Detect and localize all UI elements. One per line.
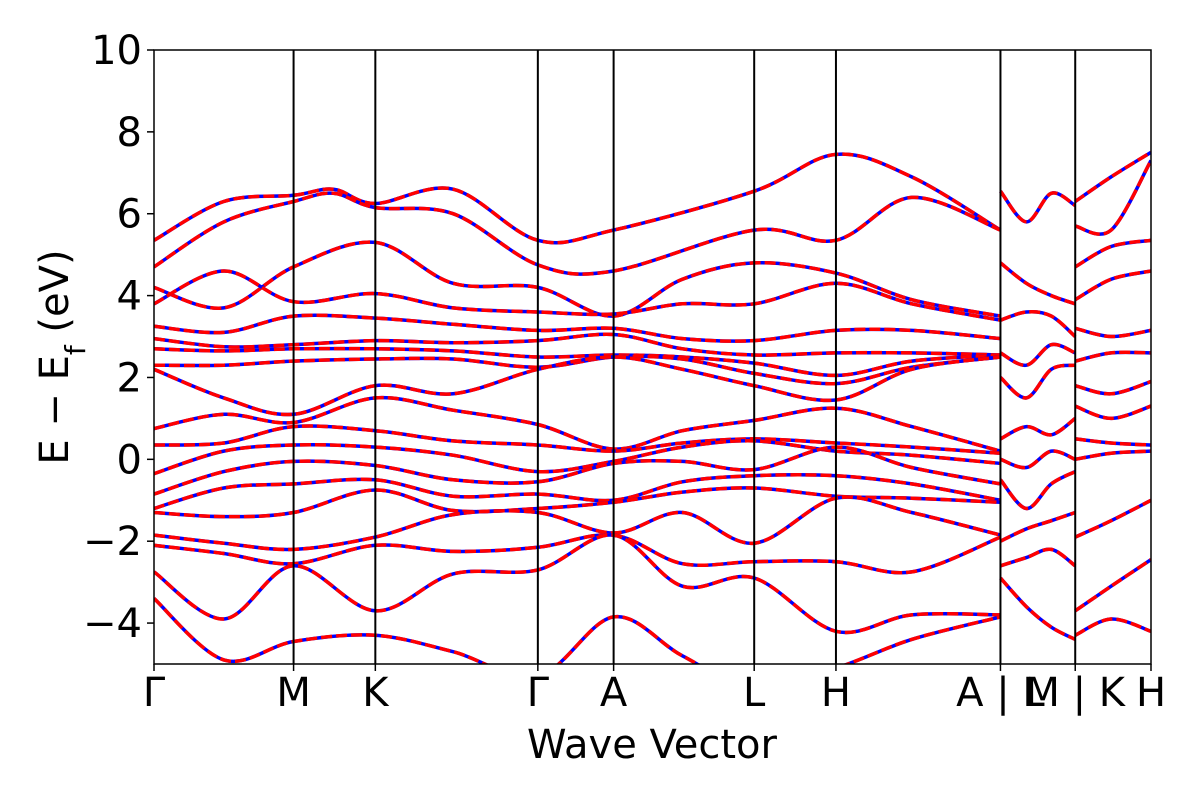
y-tick-label-2: 6 xyxy=(117,192,142,238)
y-tick-label-5: 0 xyxy=(117,437,142,483)
band-line-red-33 xyxy=(1074,269,1151,302)
band-line-red-40 xyxy=(1074,498,1151,539)
band-line-red-2 xyxy=(154,240,1001,318)
band-line-blue-32 xyxy=(1074,238,1151,269)
y-tick-label-3: 4 xyxy=(117,274,142,320)
x-tick-label-9: H xyxy=(1136,670,1166,716)
band-line-red-18 xyxy=(154,597,1001,664)
band-line-red-39 xyxy=(1074,449,1151,462)
band-line-blue-24 xyxy=(999,416,1077,441)
band-line-red-19 xyxy=(999,190,1077,224)
band-line-red-42 xyxy=(1074,617,1151,637)
band-line-red-0 xyxy=(154,152,1002,245)
band-line-red-21 xyxy=(999,310,1077,338)
band-line-red-20 xyxy=(999,261,1076,306)
band-line-red-32 xyxy=(1074,238,1151,269)
x-tick-label-1: M xyxy=(276,670,311,716)
band-line-red-6 xyxy=(154,346,1001,378)
y-tick-label-0: 10 xyxy=(91,28,142,74)
band-line-blue-8 xyxy=(154,355,1001,417)
band-line-red-31 xyxy=(1074,159,1151,236)
band-line-red-36 xyxy=(1074,379,1151,396)
y-axis-title-main: E − E xyxy=(32,355,78,465)
band-line-red-3 xyxy=(154,269,1001,322)
y-tick-label-4: 2 xyxy=(117,355,142,401)
y-tick-label-7: −4 xyxy=(83,601,142,647)
band-line-red-23 xyxy=(999,363,1076,400)
band-line-blue-31 xyxy=(1074,159,1151,236)
band-line-red-28 xyxy=(999,547,1077,568)
plot-frame xyxy=(153,49,1152,665)
band-line-red-34 xyxy=(1074,326,1151,339)
y-tick-label-6: −2 xyxy=(83,519,142,565)
x-tick-label-8: M | K xyxy=(1025,670,1126,716)
x-axis-title: Wave Vector xyxy=(527,722,778,768)
kpoint-lines xyxy=(292,50,1077,664)
band-line-blue-23 xyxy=(999,363,1076,400)
band-line-red-5 xyxy=(154,332,1001,357)
band-line-red-37 xyxy=(1074,404,1151,421)
x-tick-label-2: K xyxy=(362,670,390,716)
band-line-red-41 xyxy=(1074,558,1151,613)
x-tick-label-4: A xyxy=(600,670,628,716)
band-line-red-4 xyxy=(154,313,1001,343)
x-tick-label-3: Γ xyxy=(527,670,550,716)
y-ticks: 10 8 6 4 2 0 −2 −4 xyxy=(83,28,154,647)
x-tick-label-5: L xyxy=(743,670,766,716)
band-line-red-29 xyxy=(999,576,1076,641)
x-tick-label-6: H xyxy=(821,670,851,716)
band-line-red-8 xyxy=(154,355,1001,417)
y-axis-title-sub: f xyxy=(59,344,92,355)
band-line-blue-33 xyxy=(1074,269,1151,302)
band-line-blue-12 xyxy=(154,445,1001,496)
band-line-blue-40 xyxy=(1074,498,1151,539)
band-line-red-12 xyxy=(154,445,1001,496)
band-line-red-1 xyxy=(154,191,1002,276)
band-line-red-26 xyxy=(999,470,1077,511)
band-line-red-30 xyxy=(1074,150,1151,203)
band-line-blue-0 xyxy=(154,152,1002,245)
band-line-red-13 xyxy=(154,473,1001,511)
band-line-red-17 xyxy=(154,533,1001,635)
band-line-blue-20 xyxy=(999,261,1076,306)
band-line-red-35 xyxy=(1074,350,1151,363)
band-line-red-10 xyxy=(154,424,1001,455)
band-line-blue-29 xyxy=(999,576,1076,641)
x-tick-label-7: A | L xyxy=(956,670,1045,716)
band-line-red-24 xyxy=(999,416,1077,441)
band-line-red-22 xyxy=(999,342,1076,367)
band-line-red-27 xyxy=(999,510,1076,543)
band-line-blue-25 xyxy=(999,449,1076,470)
band-line-red-9 xyxy=(154,395,1001,453)
band-line-red-11 xyxy=(154,439,1001,476)
y-axis-title-unit: (eV) xyxy=(32,249,78,345)
band-line-red-38 xyxy=(1075,437,1151,447)
y-tick-label-1: 8 xyxy=(117,110,142,156)
band-line-red-16 xyxy=(154,532,1002,575)
x-tick-label-0: Γ xyxy=(143,670,166,716)
y-axis-title: E − Ef (eV) xyxy=(32,249,92,464)
band-line-blue-26 xyxy=(999,470,1077,511)
